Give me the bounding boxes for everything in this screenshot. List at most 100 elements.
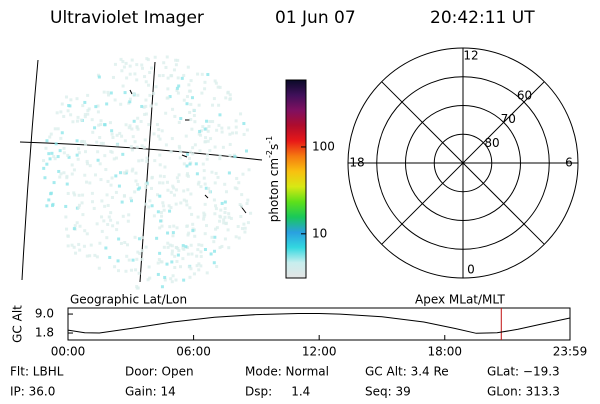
image-pixel <box>164 111 168 115</box>
image-pixel <box>96 104 100 108</box>
image-pixel <box>147 205 151 209</box>
image-pixel <box>96 150 100 154</box>
image-pixel <box>103 204 107 208</box>
image-pixel <box>197 103 201 107</box>
ring-label: 70 <box>501 112 516 126</box>
image-pixel <box>48 135 52 139</box>
image-pixel <box>196 72 200 76</box>
image-pixel <box>157 128 161 132</box>
image-pixel <box>242 122 246 126</box>
image-pixel <box>70 243 74 247</box>
image-pixel <box>131 167 135 171</box>
image-pixel <box>114 174 118 178</box>
image-pixel <box>147 83 151 87</box>
image-pixel <box>77 203 81 207</box>
image-pixel <box>73 193 77 197</box>
image-pixel <box>212 240 216 244</box>
image-pixel <box>49 132 53 136</box>
image-pixel <box>72 245 76 249</box>
image-pixel <box>157 258 161 262</box>
image-pixel <box>199 129 203 133</box>
image-pixel <box>83 140 87 144</box>
image-pixel <box>119 102 123 106</box>
image-pixel <box>140 236 144 240</box>
image-pixel <box>85 254 89 258</box>
image-pixel <box>223 200 227 204</box>
image-pixel <box>135 125 139 129</box>
image-pixel <box>130 199 134 203</box>
image-pixel <box>170 74 174 78</box>
image-pixel <box>135 78 139 82</box>
image-pixel <box>171 234 175 238</box>
image-pixel <box>203 140 207 144</box>
image-pixel <box>124 269 128 273</box>
image-pixel <box>188 110 192 114</box>
image-pixel <box>51 204 55 208</box>
image-pixel <box>118 131 122 135</box>
image-pixel <box>245 128 249 132</box>
image-pixel <box>223 237 227 241</box>
image-pixel <box>186 188 190 192</box>
image-pixel <box>101 141 105 145</box>
image-pixel <box>73 224 77 228</box>
image-pixel <box>202 176 206 180</box>
image-pixel <box>182 98 186 102</box>
x-tick-label: 00:00 <box>51 345 86 359</box>
image-pixel <box>81 213 85 217</box>
image-pixel <box>158 163 162 167</box>
image-pixel <box>83 113 87 117</box>
image-pixel <box>162 208 166 212</box>
image-pixel <box>125 254 129 258</box>
image-pixel <box>107 93 111 97</box>
mlt-label: 12 <box>463 49 478 63</box>
image-pixel <box>172 186 176 190</box>
image-pixel <box>118 171 122 175</box>
image-pixel <box>160 129 164 133</box>
image-pixel <box>213 212 217 216</box>
image-pixel <box>47 198 51 202</box>
image-pixel <box>209 252 213 256</box>
image-pixel <box>186 246 190 250</box>
image-pixel <box>44 146 48 150</box>
image-pixel <box>64 95 68 99</box>
image-pixel <box>156 272 160 276</box>
image-pixel <box>171 274 175 278</box>
image-pixel <box>184 134 188 138</box>
image-pixel <box>122 65 126 69</box>
image-pixel <box>181 257 185 261</box>
colorbar-label-part: -2 <box>265 150 274 158</box>
image-pixel <box>145 57 149 61</box>
image-pixel <box>110 129 114 133</box>
image-pixel <box>45 162 49 166</box>
image-pixel <box>234 131 238 135</box>
image-pixel <box>70 172 74 176</box>
image-pixel <box>178 156 182 160</box>
image-pixel <box>85 159 89 163</box>
image-pixel <box>166 87 170 91</box>
image-pixel <box>178 146 182 150</box>
image-pixel <box>245 201 249 205</box>
image-pixel <box>155 123 159 127</box>
colorbar <box>285 79 307 279</box>
image-pixel <box>83 229 87 233</box>
image-pixel <box>124 61 128 65</box>
image-pixel <box>213 249 217 253</box>
right-label: Apex MLat/MLT <box>415 293 505 307</box>
image-pixel <box>194 162 198 166</box>
image-pixel <box>145 156 149 160</box>
image-pixel <box>168 243 172 247</box>
image-pixel <box>185 172 189 176</box>
image-pixel <box>140 158 144 162</box>
image-pixel <box>96 73 100 77</box>
image-pixel <box>163 278 167 282</box>
image-pixel <box>184 199 188 203</box>
image-pixel <box>218 157 222 161</box>
image-pixel <box>249 211 253 215</box>
image-pixel <box>227 215 231 219</box>
image-pixel <box>57 169 61 173</box>
image-pixel <box>192 272 196 276</box>
image-pixel <box>246 221 250 225</box>
image-pixel <box>214 207 218 211</box>
image-pixel <box>185 224 189 228</box>
time: 20:42:11 UT <box>430 8 535 28</box>
